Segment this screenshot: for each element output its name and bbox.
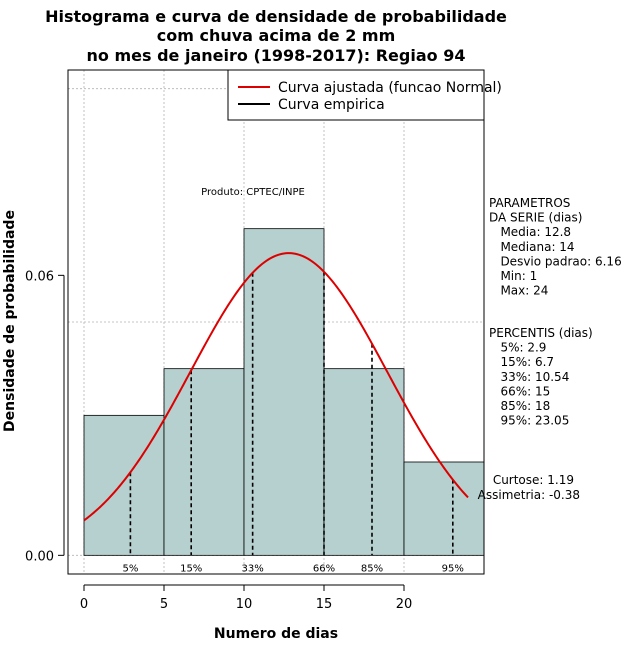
percentile-label: 33%	[242, 563, 264, 574]
parameters-line: Mediana: 14	[489, 240, 575, 254]
parameters-line: DA SERIE (dias)	[489, 211, 582, 225]
axes: 0 5 10 15 20 0.00 0.06	[25, 269, 412, 612]
histogram-bar	[243, 228, 325, 556]
legend: Curva ajustada (funcao Normal) Curva emp…	[227, 69, 502, 121]
parameters-line: Min: 1	[489, 269, 537, 283]
parameters-line: Media: 12.8	[489, 225, 571, 239]
percentis-line: 33%: 10.54	[489, 370, 569, 384]
percentis-line: 66%: 15	[489, 384, 550, 398]
y-axis-label: Densidade de probabilidade	[2, 210, 18, 432]
fitted-curve	[83, 252, 469, 522]
curtose-line: Curtose: 1.19	[493, 473, 574, 487]
x-axis-label: Numero de dias	[214, 626, 338, 642]
chart-title-line-1: Histograma e curva de densidade de proba…	[45, 7, 507, 26]
histogram-bar	[163, 368, 245, 556]
percentile-label: 15%	[180, 563, 202, 574]
fitted-normal-curve	[83, 252, 469, 522]
y-tick-label: 0.06	[25, 269, 54, 284]
legend-box	[227, 69, 485, 121]
percentis-line: 5%: 2.9	[489, 341, 546, 355]
histogram-bar	[323, 368, 405, 556]
parameters-line: PARAMETROS	[489, 196, 570, 210]
histogram-bar	[403, 461, 485, 556]
histogram-bar	[83, 414, 165, 556]
percentis-line: 85%: 18	[489, 399, 550, 413]
percentis-line: 15%: 6.7	[489, 355, 554, 369]
histogram-bars	[83, 228, 485, 556]
percentis-line: 95%: 23.05	[489, 414, 569, 428]
percentile-label: 95%	[442, 563, 464, 574]
x-tick-label: 10	[236, 597, 253, 612]
x-tick-label: 5	[160, 597, 168, 612]
legend-label-fitted: Curva ajustada (funcao Normal)	[278, 80, 502, 96]
percentile-label: 5%	[122, 563, 138, 574]
percentis-line: PERCENTIS (dias)	[489, 326, 593, 340]
product-label: Produto: CPTEC/INPE	[201, 187, 305, 198]
parameters-line: Max: 24	[489, 284, 548, 298]
chart-title-line-2: com chuva acima de 2 mm	[157, 26, 396, 45]
assimetria-line: Assimetria: -0.38	[478, 488, 580, 502]
y-tick-label: 0.00	[25, 549, 54, 564]
percentile-label: 66%	[313, 563, 335, 574]
x-tick-label: 20	[396, 597, 413, 612]
parameters-line: Desvio padrao: 6.16	[489, 254, 622, 268]
percentile-label: 85%	[361, 563, 383, 574]
x-tick-label: 0	[80, 597, 88, 612]
chart-title-line-3: no mes de janeiro (1998-2017): Regiao 94	[87, 46, 466, 65]
legend-label-empirical: Curva empirica	[278, 97, 385, 113]
x-tick-label: 15	[316, 597, 333, 612]
percentile-markers: 5% 15% 33% 66% 85% 95%	[122, 271, 464, 574]
